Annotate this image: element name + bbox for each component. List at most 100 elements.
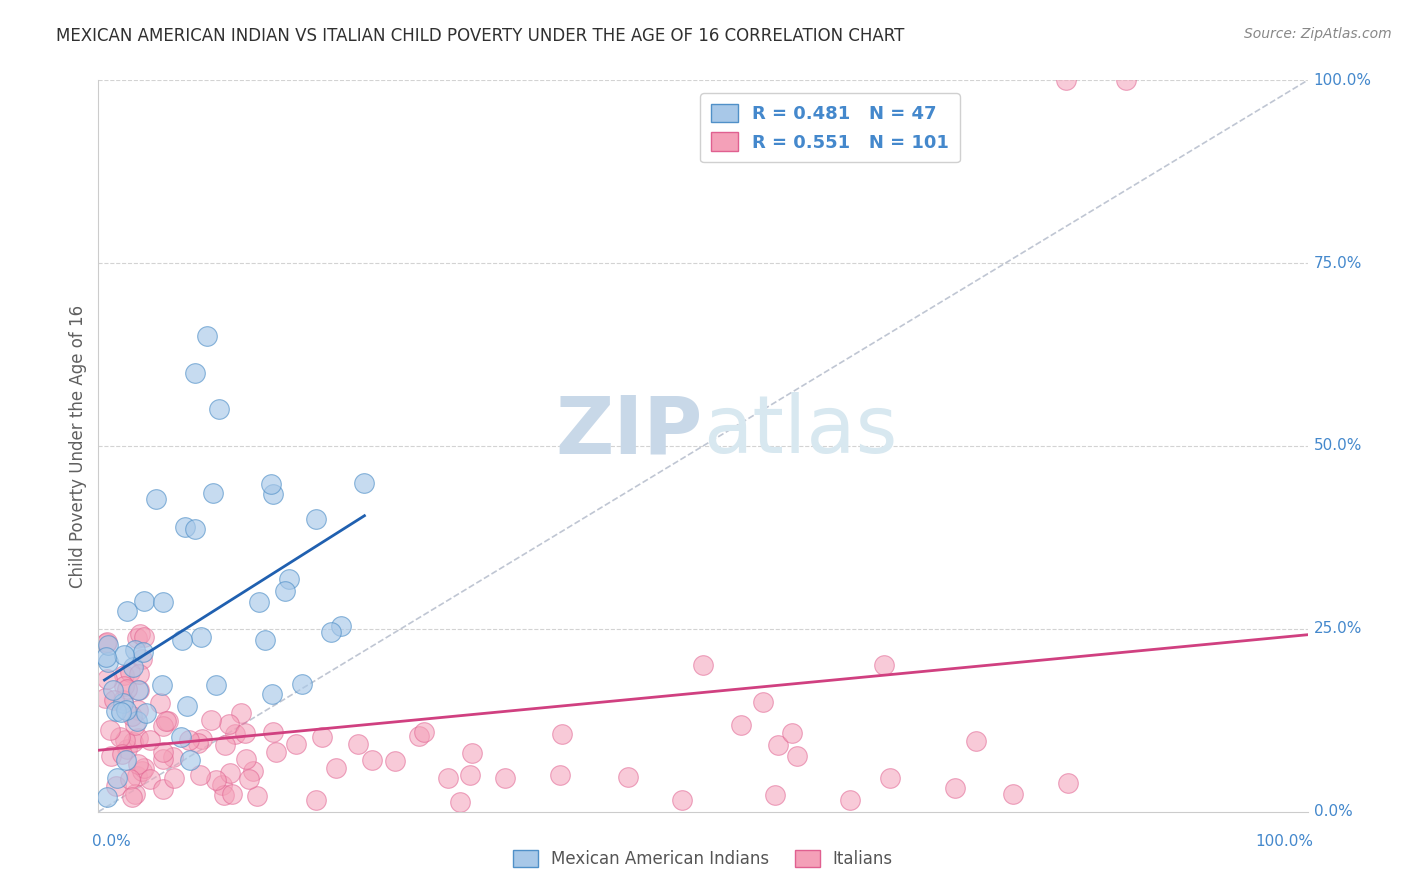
- Point: [208, 402, 231, 417]
- Point: [311, 730, 333, 744]
- Point: [1115, 73, 1137, 87]
- Point: [121, 790, 143, 805]
- Point: [449, 795, 471, 809]
- Point: [128, 626, 150, 640]
- Point: [172, 632, 194, 647]
- Point: [108, 731, 131, 745]
- Point: [157, 714, 180, 728]
- Point: [730, 718, 752, 732]
- Point: [200, 713, 222, 727]
- Point: [461, 746, 484, 760]
- Point: [201, 485, 224, 500]
- Point: [135, 706, 157, 720]
- Point: [247, 595, 270, 609]
- Point: [114, 703, 136, 717]
- Point: [162, 750, 184, 764]
- Point: [139, 772, 162, 787]
- Point: [943, 781, 966, 796]
- Point: [235, 752, 257, 766]
- Text: 0.0%: 0.0%: [1313, 805, 1353, 819]
- Point: [134, 630, 156, 644]
- Point: [304, 793, 326, 807]
- Point: [179, 753, 201, 767]
- Point: [131, 764, 153, 778]
- Point: [139, 733, 162, 747]
- Point: [105, 779, 128, 793]
- Point: [96, 636, 118, 650]
- Point: [104, 704, 127, 718]
- Point: [291, 677, 314, 691]
- Point: [94, 650, 117, 665]
- Point: [1054, 73, 1077, 87]
- Y-axis label: Child Poverty Under the Age of 16: Child Poverty Under the Age of 16: [69, 304, 87, 588]
- Text: ZIP: ZIP: [555, 392, 703, 470]
- Point: [204, 678, 226, 692]
- Point: [112, 668, 135, 682]
- Point: [105, 771, 128, 785]
- Point: [551, 727, 574, 741]
- Point: [246, 789, 269, 804]
- Text: Source: ZipAtlas.com: Source: ZipAtlas.com: [1244, 27, 1392, 41]
- Point: [319, 624, 342, 639]
- Point: [437, 771, 460, 785]
- Point: [190, 630, 212, 644]
- Point: [214, 738, 236, 752]
- Point: [191, 732, 214, 747]
- Point: [152, 719, 174, 733]
- Point: [211, 778, 233, 792]
- Point: [671, 793, 693, 807]
- Point: [221, 787, 243, 801]
- Point: [285, 737, 308, 751]
- Point: [94, 691, 117, 706]
- Point: [152, 752, 174, 766]
- Point: [229, 706, 252, 720]
- Legend: Mexican American Indians, Italians: Mexican American Indians, Italians: [506, 843, 900, 875]
- Point: [125, 632, 148, 646]
- Point: [384, 754, 406, 768]
- Point: [128, 683, 150, 698]
- Point: [96, 635, 118, 649]
- Point: [152, 745, 174, 759]
- Point: [103, 682, 125, 697]
- Point: [103, 693, 125, 707]
- Point: [242, 764, 264, 778]
- Point: [96, 789, 118, 804]
- Point: [205, 772, 228, 787]
- Point: [413, 725, 436, 739]
- Point: [262, 686, 284, 700]
- Point: [763, 788, 786, 802]
- Point: [111, 696, 134, 710]
- Point: [152, 782, 174, 797]
- Point: [262, 725, 284, 739]
- Point: [132, 645, 155, 659]
- Point: [163, 771, 186, 785]
- Point: [188, 768, 211, 782]
- Text: 75.0%: 75.0%: [1313, 256, 1362, 270]
- Point: [766, 739, 789, 753]
- Text: 100.0%: 100.0%: [1313, 73, 1372, 87]
- Point: [131, 652, 153, 666]
- Point: [780, 726, 803, 740]
- Point: [110, 705, 132, 719]
- Point: [173, 520, 195, 534]
- Point: [150, 678, 173, 692]
- Point: [115, 741, 138, 756]
- Point: [494, 771, 516, 785]
- Point: [224, 727, 246, 741]
- Point: [179, 733, 201, 747]
- Point: [548, 768, 571, 782]
- Point: [1057, 776, 1080, 790]
- Point: [238, 772, 260, 787]
- Text: 50.0%: 50.0%: [1313, 439, 1362, 453]
- Point: [218, 717, 240, 731]
- Point: [458, 767, 481, 781]
- Point: [616, 770, 638, 784]
- Point: [127, 704, 149, 718]
- Point: [277, 572, 299, 586]
- Point: [879, 771, 901, 785]
- Point: [965, 733, 987, 747]
- Point: [96, 673, 118, 687]
- Point: [96, 638, 118, 652]
- Point: [122, 660, 145, 674]
- Point: [218, 765, 240, 780]
